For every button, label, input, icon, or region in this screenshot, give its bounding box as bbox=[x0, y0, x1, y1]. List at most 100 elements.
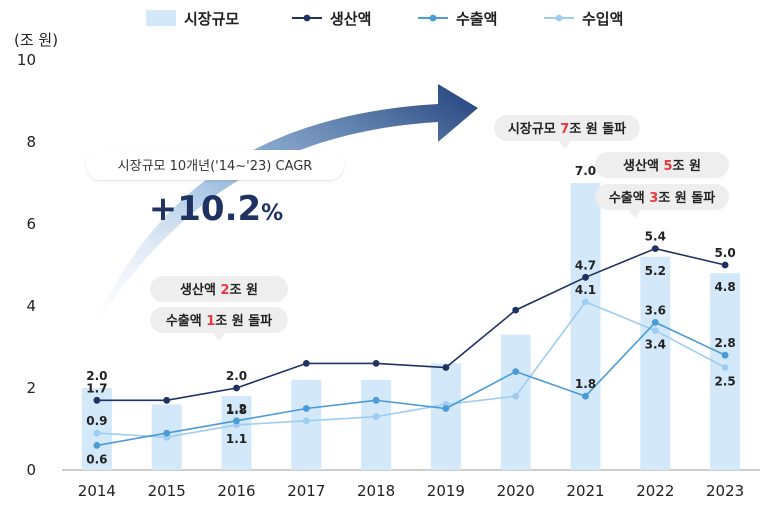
point bbox=[512, 392, 520, 400]
bubble-tail bbox=[213, 333, 225, 341]
data-label: 2.0 bbox=[86, 369, 107, 383]
cagr-label-box bbox=[86, 150, 344, 180]
bubble-2022-production: 생산액 5조 원 bbox=[595, 152, 729, 178]
point bbox=[582, 392, 589, 400]
point bbox=[721, 364, 729, 371]
x-tick-label: 2016 bbox=[217, 482, 255, 500]
point bbox=[302, 405, 310, 412]
point bbox=[372, 360, 380, 367]
point bbox=[512, 306, 520, 314]
data-label: 5.2 bbox=[645, 264, 666, 278]
data-label: 4.7 bbox=[575, 258, 596, 272]
point bbox=[582, 298, 589, 306]
bubble-2016-production: 생산액 2조 원 bbox=[150, 276, 288, 302]
bubble-part: 조 원 bbox=[230, 283, 258, 298]
bubble-box bbox=[595, 184, 729, 210]
data-label: 0.9 bbox=[86, 414, 107, 428]
cagr-value-group: +10.2% bbox=[149, 189, 283, 229]
y-tick-label: 2 bbox=[26, 379, 36, 397]
data-label: 3.6 bbox=[645, 303, 666, 317]
y-tick-label: 6 bbox=[26, 215, 36, 233]
bubble-part: 조 원 돌파 bbox=[658, 191, 715, 206]
y-tick-label: 10 bbox=[17, 51, 36, 69]
legend-marker bbox=[555, 14, 563, 22]
point bbox=[93, 442, 101, 449]
bubble-highlight: 3 bbox=[649, 191, 658, 206]
cagr-callout: 시장규모 10개년('14~'23) CAGR +10.2% bbox=[86, 150, 344, 229]
cagr-label: 시장규모 10개년('14~'23) CAGR bbox=[118, 159, 313, 174]
bubble-box bbox=[494, 115, 640, 141]
data-label: 5.0 bbox=[714, 246, 735, 260]
line-수입액 bbox=[96, 300, 726, 439]
bubble-highlight: 7 bbox=[560, 122, 569, 137]
bar bbox=[710, 273, 741, 470]
point bbox=[163, 429, 171, 437]
bubble-box bbox=[150, 276, 288, 302]
y-tick-label: 4 bbox=[26, 297, 36, 315]
data-label: 3.4 bbox=[645, 338, 666, 352]
data-label: 5.4 bbox=[645, 230, 666, 244]
bar bbox=[291, 379, 322, 470]
data-label: 2.5 bbox=[714, 375, 735, 389]
bubble-highlight: 2 bbox=[220, 283, 229, 298]
bubble-highlight: 5 bbox=[663, 159, 672, 174]
bubble-part: 수출액 bbox=[166, 313, 206, 329]
data-label: 4.8 bbox=[714, 280, 735, 294]
x-tick-label: 2022 bbox=[636, 482, 674, 500]
bubble-2022-export: 수출액 3조 원 돌파 bbox=[595, 184, 729, 218]
y-tick-label: 8 bbox=[26, 133, 36, 151]
point bbox=[651, 319, 659, 326]
bubble-part: 생산액 bbox=[180, 282, 220, 298]
y-tick-label: 0 bbox=[26, 461, 36, 479]
bubble-part: 조 원 돌파 bbox=[569, 122, 626, 137]
point bbox=[372, 396, 380, 404]
data-label: 1.8 bbox=[226, 403, 247, 417]
bar bbox=[221, 396, 252, 470]
point bbox=[233, 384, 240, 392]
data-labels: 2.01.70.90.62.01.81.21.17.04.74.11.85.45… bbox=[86, 164, 735, 466]
x-tick-label: 2020 bbox=[497, 482, 535, 500]
bubble-part: 생산액 bbox=[623, 158, 663, 174]
legend: 시장규모 생산액 수출액 수입액 bbox=[146, 10, 623, 28]
bar bbox=[500, 334, 531, 470]
growth-arrow bbox=[92, 84, 478, 330]
x-tick-label: 2018 bbox=[357, 482, 395, 500]
bubble-part: 조 원 bbox=[673, 159, 701, 174]
bubble-text: 시장규모 7조 원 돌파 bbox=[508, 121, 626, 137]
legend-marker bbox=[303, 14, 311, 22]
data-label: 1.1 bbox=[226, 432, 247, 446]
line-series bbox=[93, 245, 729, 449]
bubble-text: 수출액 3조 원 돌파 bbox=[609, 190, 715, 206]
bubble-box bbox=[150, 307, 288, 333]
bubble-text: 수출액 1조 원 돌파 bbox=[166, 313, 272, 329]
bar bbox=[361, 379, 392, 470]
point bbox=[442, 364, 450, 371]
bubble-text: 생산액 2조 원 bbox=[180, 282, 258, 298]
data-label: 1.2 bbox=[226, 402, 247, 416]
bubble-2016-export: 수출액 1조 원 돌파 bbox=[150, 307, 288, 341]
data-label: 2.0 bbox=[226, 369, 247, 383]
data-label: 1.8 bbox=[575, 377, 596, 391]
point bbox=[651, 327, 659, 334]
legend-marker bbox=[429, 14, 437, 22]
point bbox=[651, 245, 659, 253]
bubble-part: 수출액 bbox=[609, 190, 649, 206]
cagr-unit: % bbox=[261, 201, 283, 226]
bubble-text: 생산액 5조 원 bbox=[623, 158, 701, 174]
x-tick-label: 2023 bbox=[706, 482, 744, 500]
point bbox=[302, 360, 310, 367]
bubble-tail bbox=[629, 210, 641, 218]
data-label: 1.7 bbox=[86, 381, 107, 395]
bubble-part: 시장규모 bbox=[508, 121, 560, 137]
x-tick-label: 2015 bbox=[148, 482, 186, 500]
x-axis: 2014 2015 2016 2017 2018 2019 2020 2021 2022 2023 bbox=[78, 482, 744, 500]
legend-label: 시장규모 bbox=[184, 10, 239, 28]
y-axis-unit-label: (조 원) bbox=[14, 31, 58, 49]
line-생산액 bbox=[96, 247, 726, 402]
legend-label: 수입액 bbox=[582, 10, 623, 28]
data-label: 2.8 bbox=[714, 336, 735, 350]
point bbox=[93, 429, 101, 437]
data-label: 7.0 bbox=[575, 164, 596, 178]
x-tick-label: 2017 bbox=[287, 482, 325, 500]
